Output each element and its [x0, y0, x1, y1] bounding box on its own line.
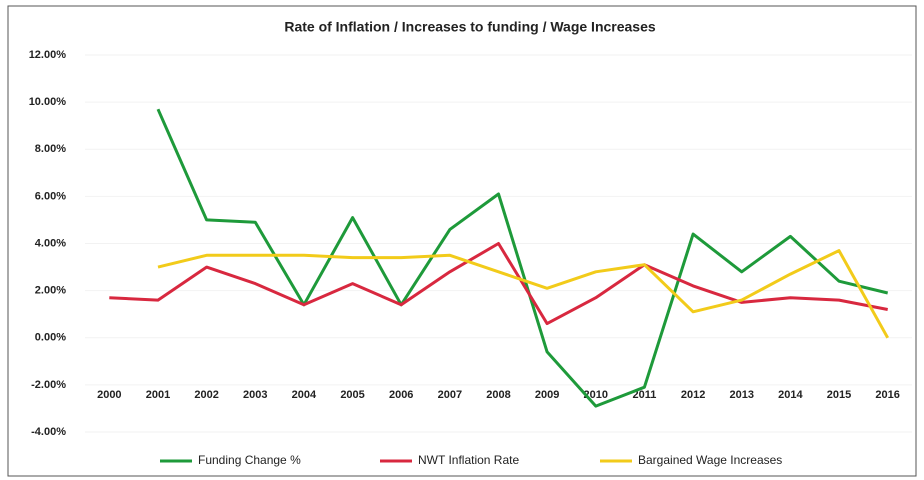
y-tick-label: 10.00%: [29, 96, 67, 108]
series-line: [157, 249, 890, 339]
x-tick-label: 2012: [681, 389, 705, 401]
y-tick-label: 12.00%: [29, 49, 67, 61]
x-tick-label: 2000: [97, 389, 121, 401]
x-tick-label: 2015: [827, 389, 851, 401]
series-line: [156, 108, 889, 408]
legend-label: Funding Change %: [198, 453, 301, 467]
y-tick-label: 6.00%: [35, 190, 66, 202]
y-tick-label: -4.00%: [31, 426, 66, 438]
y-tick-label: 0.00%: [35, 332, 66, 344]
y-tick-label: 8.00%: [35, 143, 66, 155]
x-tick-label: 2014: [778, 389, 803, 401]
x-tick-label: 2006: [389, 389, 413, 401]
x-tick-label: 2009: [535, 389, 559, 401]
chart-frame: [7, 5, 917, 477]
x-tick-label: 2002: [194, 389, 218, 401]
x-tick-label: 2005: [340, 389, 364, 401]
y-tick-label: -2.00%: [31, 379, 66, 391]
legend-label: NWT Inflation Rate: [418, 453, 519, 467]
series-line: [109, 242, 888, 326]
x-tick-label: 2011: [633, 389, 657, 401]
legend-label: Bargained Wage Increases: [638, 453, 782, 467]
chart-title: Rate of Inflation / Increases to funding…: [284, 19, 656, 35]
x-tick-label: 2008: [486, 389, 510, 401]
x-tick-label: 2007: [438, 389, 462, 401]
y-tick-label: 4.00%: [35, 237, 66, 249]
x-tick-label: 2003: [243, 389, 267, 401]
y-tick-label: 2.00%: [35, 285, 66, 297]
x-tick-label: 2016: [875, 389, 899, 401]
x-tick-label: 2013: [729, 389, 753, 401]
x-tick-label: 2004: [292, 389, 317, 401]
x-tick-label: 2001: [146, 389, 170, 401]
